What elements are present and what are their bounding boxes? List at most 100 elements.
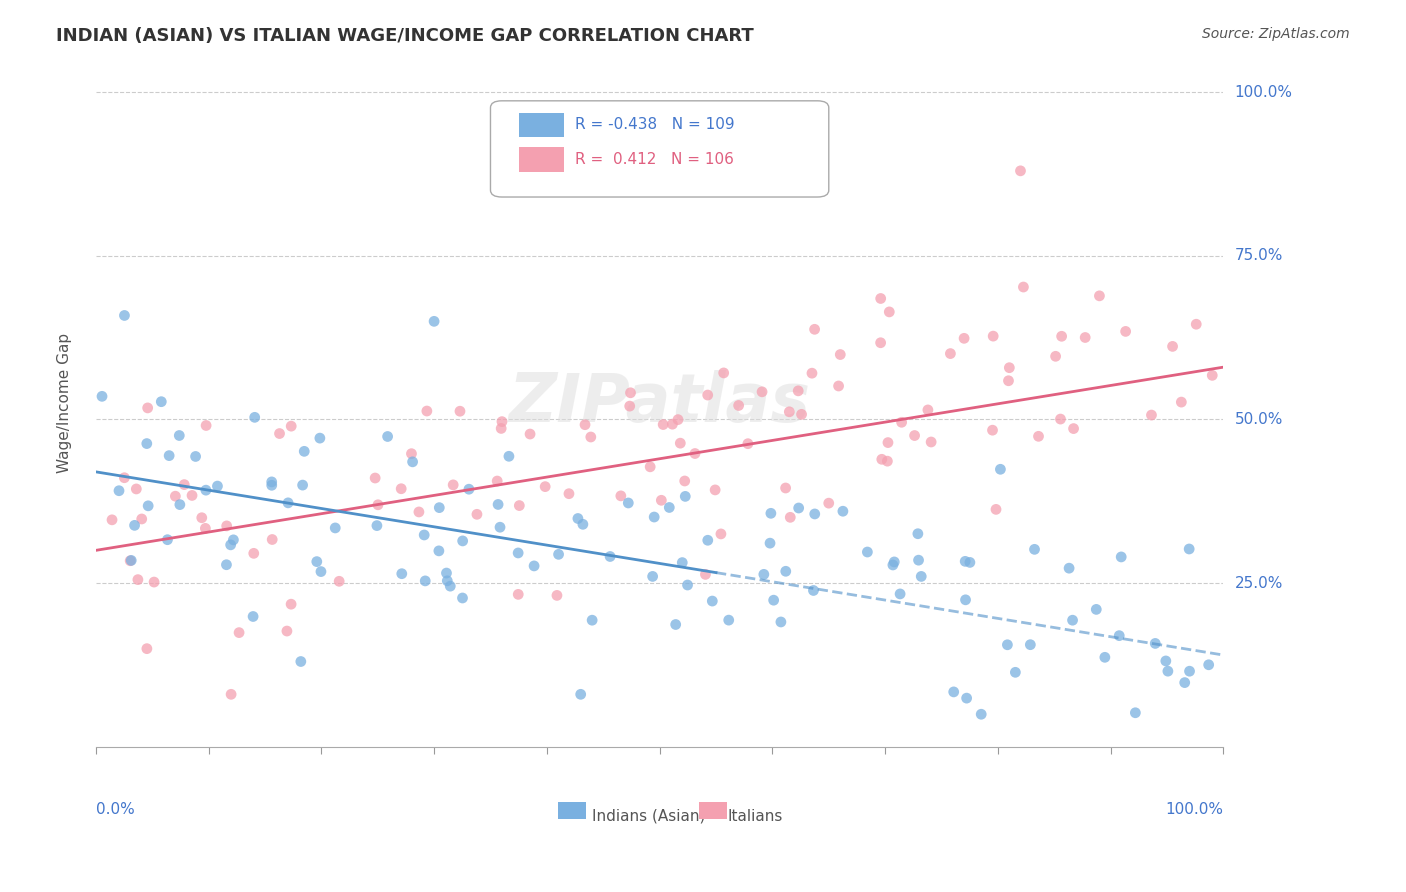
Point — [787, 384, 810, 398]
Point — [1140, 408, 1163, 422]
Point — [546, 588, 568, 602]
Point — [803, 583, 825, 598]
Y-axis label: Wage/Income Gap: Wage/Income Gap — [58, 333, 72, 473]
Point — [759, 506, 782, 520]
Point — [883, 555, 905, 569]
Point — [150, 394, 173, 409]
Point — [581, 613, 603, 627]
Point — [416, 404, 439, 418]
Point — [558, 486, 581, 500]
Point — [465, 508, 488, 522]
Point — [124, 518, 146, 533]
Point — [243, 410, 266, 425]
Point — [1004, 665, 1026, 680]
FancyBboxPatch shape — [699, 802, 727, 819]
Point — [458, 482, 481, 496]
Point — [441, 478, 464, 492]
Point — [219, 687, 242, 701]
Point — [276, 624, 298, 638]
Point — [260, 478, 283, 492]
Point — [877, 435, 900, 450]
Point — [165, 489, 187, 503]
Point — [207, 479, 229, 493]
Point — [790, 408, 813, 422]
Point — [737, 436, 759, 450]
Point — [181, 488, 204, 502]
Point — [1144, 636, 1167, 650]
Point — [910, 569, 932, 583]
Point — [305, 555, 328, 569]
Point — [413, 528, 436, 542]
Point — [759, 536, 782, 550]
Point — [143, 575, 166, 590]
Point — [136, 401, 159, 415]
FancyBboxPatch shape — [519, 112, 564, 137]
Point — [291, 478, 314, 492]
Point — [1049, 412, 1071, 426]
Point — [658, 500, 681, 515]
Point — [280, 419, 302, 434]
Point — [920, 435, 942, 450]
Point — [727, 399, 749, 413]
Point — [903, 428, 925, 442]
Point — [135, 436, 157, 450]
Point — [953, 554, 976, 568]
Point — [219, 538, 242, 552]
Point — [427, 500, 450, 515]
Point — [1010, 164, 1032, 178]
Point — [413, 574, 436, 588]
Point — [184, 450, 207, 464]
Point — [1161, 339, 1184, 353]
Point — [751, 384, 773, 399]
Point — [572, 517, 595, 532]
Point — [169, 498, 191, 512]
Point — [1088, 289, 1111, 303]
Point — [280, 597, 302, 611]
Point — [194, 521, 217, 535]
Point — [769, 615, 792, 629]
Point — [890, 415, 912, 429]
Point — [486, 474, 509, 488]
Point — [1174, 675, 1197, 690]
Point — [907, 526, 929, 541]
Text: 0.0%: 0.0% — [96, 802, 135, 817]
Point — [323, 521, 346, 535]
Point — [889, 587, 911, 601]
Point — [1024, 542, 1046, 557]
Point — [803, 322, 825, 336]
Point — [1094, 650, 1116, 665]
Point — [125, 482, 148, 496]
Point — [1062, 613, 1084, 627]
Point — [673, 489, 696, 503]
Point — [683, 446, 706, 460]
Point — [1057, 561, 1080, 575]
Point — [408, 505, 430, 519]
Point — [817, 496, 839, 510]
Point — [1045, 349, 1067, 363]
Point — [523, 558, 546, 573]
Point — [1125, 706, 1147, 720]
Point — [832, 504, 855, 518]
Point — [650, 493, 672, 508]
Point — [619, 385, 641, 400]
Point — [939, 346, 962, 360]
Point — [277, 496, 299, 510]
Point — [652, 417, 675, 432]
Point — [617, 496, 640, 510]
Point — [641, 569, 664, 583]
Point — [423, 314, 446, 328]
Point — [704, 483, 727, 497]
Point — [508, 546, 530, 560]
Point — [1109, 549, 1132, 564]
Point — [959, 556, 981, 570]
Point — [136, 499, 159, 513]
Point — [775, 564, 797, 578]
Point — [436, 574, 458, 588]
Point — [775, 481, 797, 495]
Point — [101, 513, 124, 527]
Point — [534, 480, 557, 494]
Point — [228, 625, 250, 640]
Point — [643, 510, 665, 524]
Point — [173, 477, 195, 491]
Point — [869, 292, 891, 306]
